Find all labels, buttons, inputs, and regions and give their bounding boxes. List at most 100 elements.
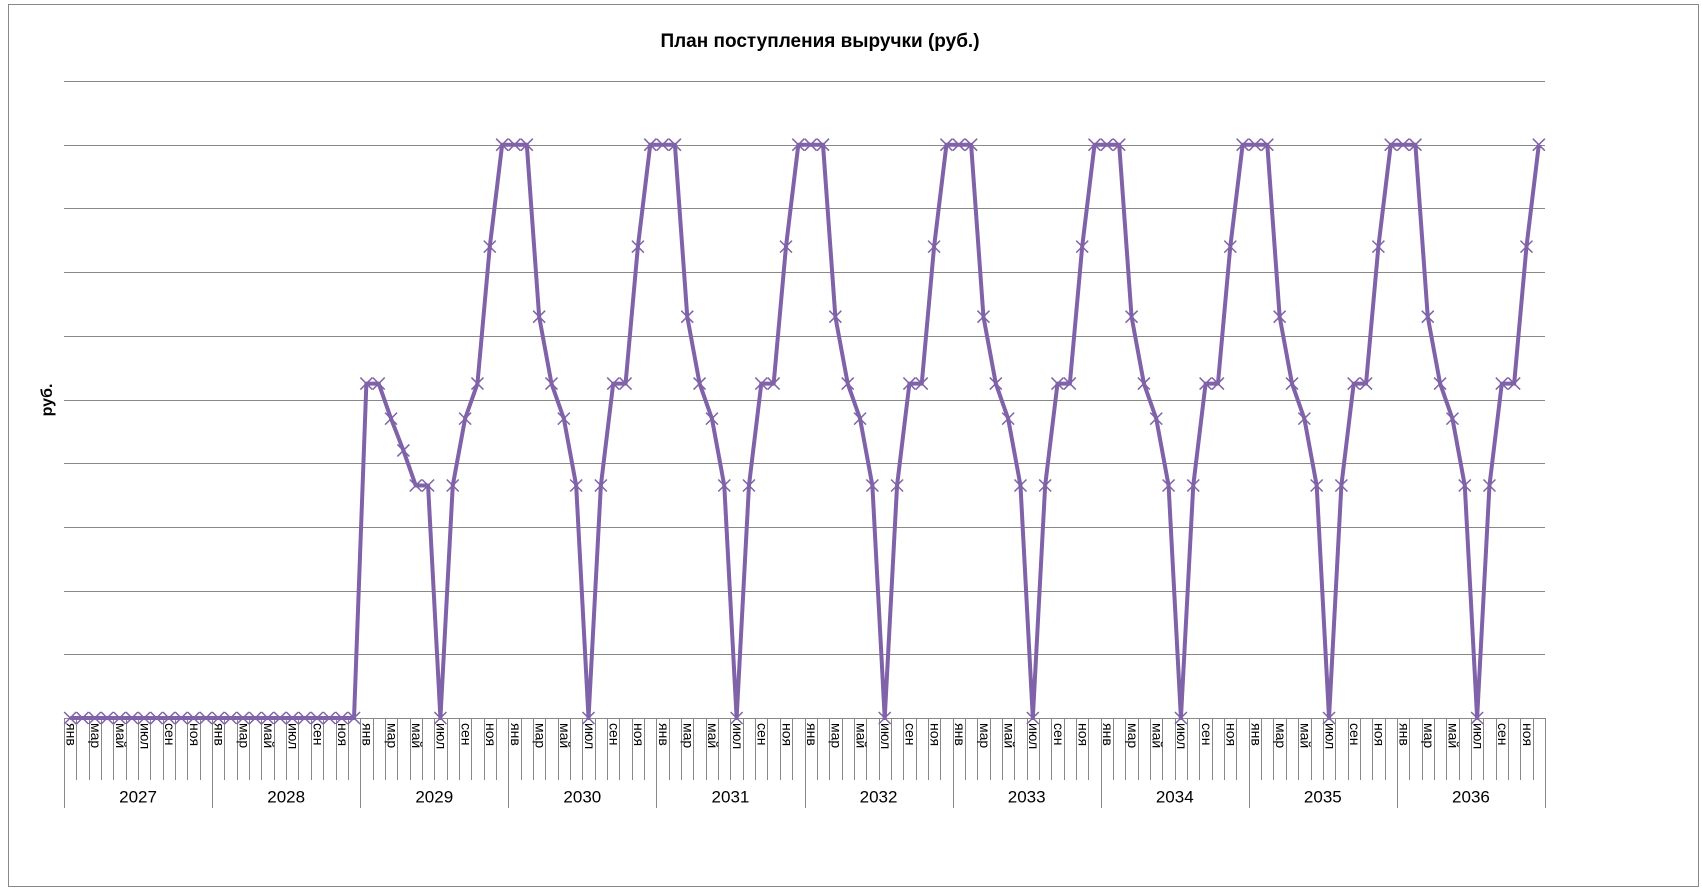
x-tick-label: май <box>557 723 573 748</box>
marker <box>631 240 645 254</box>
x-tick-label: сен <box>903 723 919 746</box>
marker <box>1334 478 1348 493</box>
x-tick-label: янв <box>1396 723 1412 746</box>
marker <box>927 240 941 254</box>
x-tick-label: июл <box>434 723 450 749</box>
marker <box>1223 240 1237 254</box>
x-tick-label: май <box>1298 723 1314 748</box>
marker <box>1519 240 1534 254</box>
marker <box>322 711 336 725</box>
marker <box>298 711 312 725</box>
x-tick-label: сен <box>310 723 326 746</box>
x-tick-label: сен <box>162 723 178 746</box>
marker <box>1273 310 1287 324</box>
marker <box>890 478 904 493</box>
marker <box>335 711 349 725</box>
x-tick-label: мар <box>681 723 697 748</box>
x-tick-label: май <box>1001 723 1017 748</box>
x-group-label: 2034 <box>1156 787 1194 806</box>
marker <box>1322 711 1336 725</box>
marker <box>1211 377 1225 391</box>
marker <box>1260 138 1274 152</box>
marker <box>619 377 633 391</box>
x-tick-label: июл <box>138 723 154 749</box>
marker <box>1162 478 1176 493</box>
marker <box>1149 412 1163 426</box>
marker <box>1013 478 1028 493</box>
x-tick-label: сен <box>607 723 623 746</box>
x-tick-label: сен <box>458 723 474 746</box>
x-tick-label: май <box>705 723 721 748</box>
marker <box>939 138 953 152</box>
marker <box>187 711 201 725</box>
x-tick-label: июл <box>1322 723 1338 749</box>
x-tick-label: ноя <box>187 723 203 746</box>
marker <box>446 478 460 493</box>
marker <box>1001 412 1015 426</box>
x-tick-label: мар <box>236 723 252 748</box>
x-tick-label: янв <box>1248 723 1264 746</box>
x-tick-label: ноя <box>335 723 351 746</box>
marker <box>75 711 90 725</box>
x-tick-label: сен <box>1199 723 1215 746</box>
marker <box>1396 138 1410 152</box>
marker <box>273 711 287 725</box>
x-tick-label: сен <box>755 723 771 746</box>
marker <box>1063 377 1077 391</box>
marker <box>1125 310 1139 324</box>
x-tick-label: ноя <box>1224 723 1240 746</box>
x-tick-label: май <box>1150 723 1166 748</box>
x-tick-label: июл <box>1026 723 1042 749</box>
chart-title: План поступления выручки (руб.) <box>660 31 979 52</box>
marker <box>976 310 990 324</box>
marker <box>1112 138 1126 152</box>
x-tick-label: ноя <box>1075 723 1091 746</box>
marker <box>100 711 114 725</box>
marker <box>162 711 176 725</box>
marker <box>125 711 139 725</box>
marker <box>705 412 719 426</box>
x-group-label: 2036 <box>1452 787 1490 806</box>
marker <box>261 711 275 725</box>
marker <box>421 478 435 493</box>
marker <box>248 711 262 725</box>
marker <box>643 138 657 152</box>
marker <box>581 711 596 725</box>
marker <box>693 377 707 391</box>
marker <box>767 377 781 391</box>
marker <box>1236 138 1250 152</box>
x-group-label: 2030 <box>563 787 601 806</box>
x-tick-label: май <box>113 723 129 748</box>
x-tick-label: июл <box>730 723 746 749</box>
marker <box>1087 138 1102 152</box>
marker <box>1285 377 1299 391</box>
marker <box>310 711 324 725</box>
y-axis-label: руб. <box>39 384 56 417</box>
x-tick-label: ноя <box>779 723 795 746</box>
marker <box>1495 377 1509 391</box>
marker <box>742 478 756 493</box>
x-tick-label: ноя <box>927 723 943 746</box>
marker <box>828 310 842 324</box>
marker <box>717 478 731 493</box>
x-tick-label: июл <box>286 723 302 749</box>
x-tick-label: мар <box>532 723 548 748</box>
marker <box>483 240 497 254</box>
marker <box>853 412 867 426</box>
x-group-label: 2033 <box>1008 787 1046 806</box>
x-tick-label: ноя <box>1520 723 1536 746</box>
marker <box>544 377 559 391</box>
marker <box>557 412 571 426</box>
marker <box>1100 138 1114 152</box>
marker <box>1507 377 1521 391</box>
x-tick-label: янв <box>804 723 820 746</box>
x-group-label: 2035 <box>1304 787 1342 806</box>
marker <box>396 443 410 457</box>
marker <box>1371 240 1385 254</box>
marker <box>1445 412 1459 426</box>
marker <box>458 412 472 426</box>
marker <box>1408 138 1422 152</box>
x-tick-label: ноя <box>483 723 499 746</box>
marker <box>1421 310 1435 324</box>
marker <box>224 711 238 725</box>
